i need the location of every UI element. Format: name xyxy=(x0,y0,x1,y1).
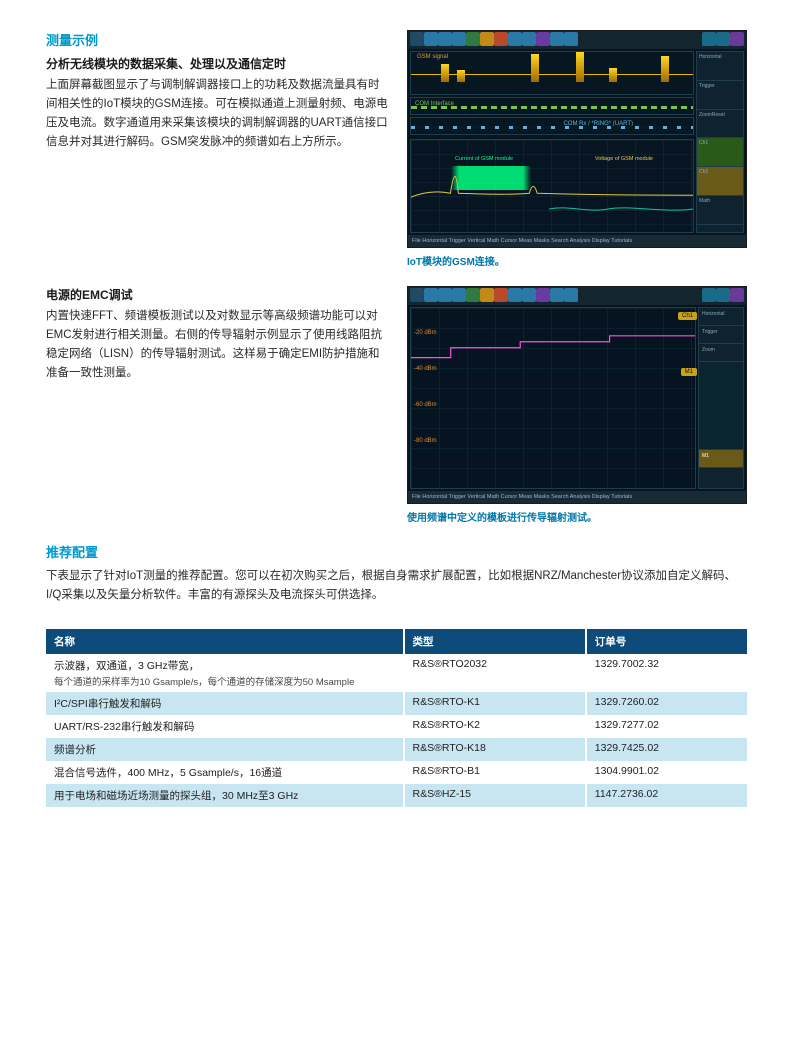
section-1-subtitle: 分析无线模块的数据采集、处理以及通信定时 xyxy=(46,55,389,72)
col-header: 类型 xyxy=(404,629,586,654)
section-2-subtitle: 电源的EMC调试 xyxy=(46,286,389,303)
scope-gsm-footer: File Horizontal Trigger Vertical Math Cu… xyxy=(408,235,746,247)
table-row: 示波器，双通道，3 GHz带宽，每个通道的采样率为10 Gsample/s，每个… xyxy=(46,654,747,692)
section-2-figure: -20 dBm -40 dBm -60 dBm -80 dBm Ch1 M1 H… xyxy=(407,286,747,524)
section-1: 测量示例 分析无线模块的数据采集、处理以及通信定时 上面屏幕截图显示了与调制解调… xyxy=(46,30,747,268)
gsm-signal-label: GSM signal xyxy=(417,54,448,60)
table-row: I²C/SPI串行触发和解码R&S®RTO-K11329.7260.02 xyxy=(46,692,747,715)
table-row: UART/RS-232串行触发和解码R&S®RTO-K21329.7277.02 xyxy=(46,715,747,738)
section-1-para: 上面屏幕截图显示了与调制解调器接口上的功耗及数据流量具有时间相关性的IoT模块的… xyxy=(46,76,389,152)
config-table: 名称类型订单号 示波器，双通道，3 GHz带宽，每个通道的采样率为10 Gsam… xyxy=(46,629,747,807)
scope-emc-body: -20 dBm -40 dBm -60 dBm -80 dBm Ch1 M1 H… xyxy=(408,305,746,491)
table-row: 频谱分析R&S®RTO-K181329.7425.02 xyxy=(46,738,747,761)
scope-emc-toolbar xyxy=(408,287,746,305)
section-2-para: 内置快速FFT、频谱模板测试以及对数显示等高级频谱功能可以对EMC发射进行相关测… xyxy=(46,307,389,383)
scope-emc-footer: File Horizontal Trigger Vertical Math Cu… xyxy=(408,491,746,503)
scope-gsm: GSM signal COM Interface COM Rx / *RING*… xyxy=(407,30,747,248)
section-1-title: 测量示例 xyxy=(46,30,389,49)
config-title: 推荐配置 xyxy=(46,542,747,561)
section-1-text: 测量示例 分析无线模块的数据采集、处理以及通信定时 上面屏幕截图显示了与调制解调… xyxy=(46,30,389,268)
scope-gsm-toolbar xyxy=(408,31,746,49)
scope-gsm-body: GSM signal COM Interface COM Rx / *RING*… xyxy=(408,49,746,235)
config-section: 推荐配置 下表显示了针对IoT测量的推荐配置。您可以在初次购买之后，根据自身需求… xyxy=(46,542,747,807)
section-2-text: 电源的EMC调试 内置快速FFT、频谱模板测试以及对数显示等高级频谱功能可以对E… xyxy=(46,286,389,524)
scope-gsm-caption: IoT模块的GSM连接。 xyxy=(407,253,747,268)
col-header: 名称 xyxy=(46,629,404,654)
scope-emc-caption: 使用频谱中定义的模板进行传导辐射测试。 xyxy=(407,509,747,524)
section-2: 电源的EMC调试 内置快速FFT、频谱模板测试以及对数显示等高级频谱功能可以对E… xyxy=(46,286,747,524)
table-row: 混合信号选件，400 MHz，5 Gsample/s，16通道R&S®RTO-B… xyxy=(46,761,747,784)
col-header: 订单号 xyxy=(586,629,747,654)
config-intro: 下表显示了针对IoT测量的推荐配置。您可以在初次购买之后，根据自身需求扩展配置，… xyxy=(46,567,747,605)
scope-emc: -20 dBm -40 dBm -60 dBm -80 dBm Ch1 M1 H… xyxy=(407,286,747,504)
table-row: 用于电场和磁场近场测量的探头组，30 MHz至3 GHzR&S®HZ-15114… xyxy=(46,784,747,807)
section-1-figure: GSM signal COM Interface COM Rx / *RING*… xyxy=(407,30,747,268)
